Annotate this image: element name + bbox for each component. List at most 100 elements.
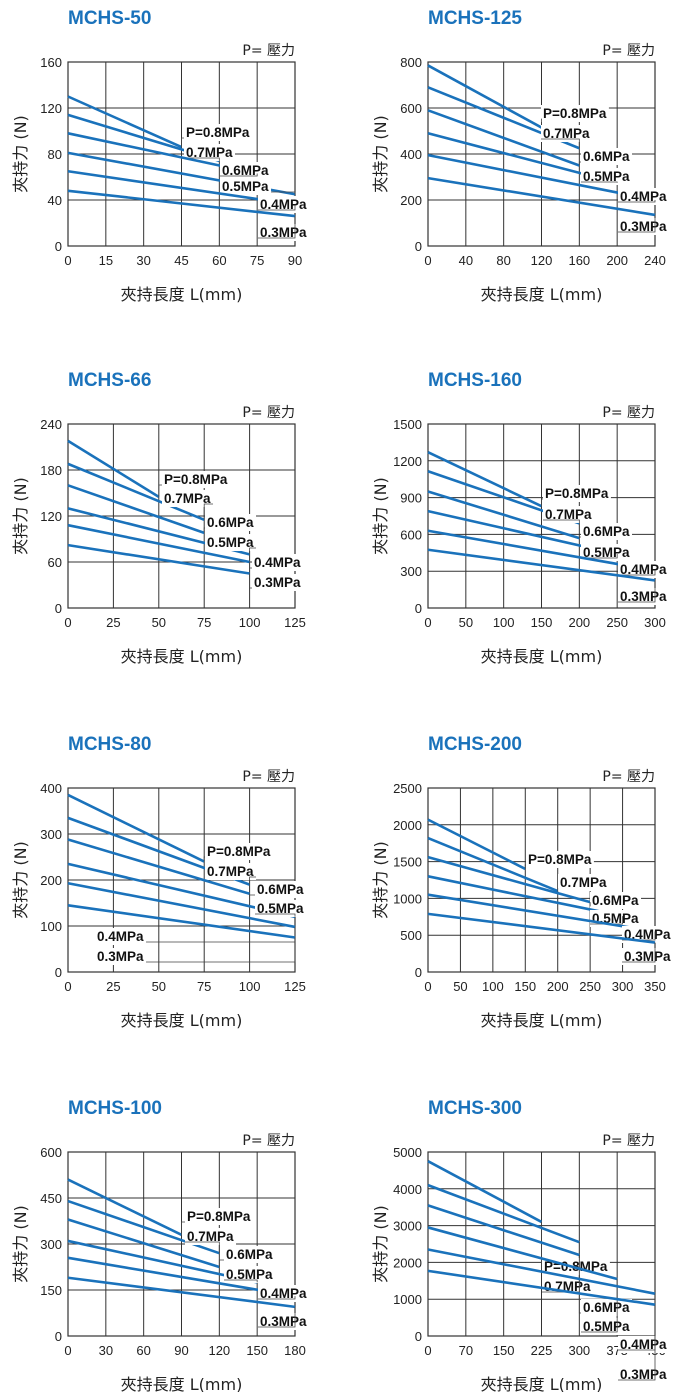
x-tick-label: 125	[284, 979, 306, 994]
series-label: 0.7MPa	[207, 864, 254, 879]
series-leader	[525, 865, 526, 869]
x-tick-label: 150	[514, 979, 536, 994]
y-tick-label: 2500	[393, 781, 422, 796]
y-tick-label: 900	[400, 491, 422, 506]
x-axis-label: 夾持長度 L(mm)	[481, 285, 603, 304]
series-label: 0.6MPa	[257, 882, 304, 897]
x-tick-label: 0	[64, 979, 71, 994]
pressure-label: P= 壓力	[602, 769, 655, 785]
series-label: 0.6MPa	[207, 515, 254, 530]
y-tick-label: 600	[400, 527, 422, 542]
x-axis-label: 夾持長度 L(mm)	[121, 285, 243, 304]
series-label: P=0.8MPa	[207, 844, 271, 859]
chart-title: MCHS-100	[68, 1098, 162, 1119]
y-tick-label: 300	[40, 827, 62, 842]
x-tick-label: 50	[152, 979, 166, 994]
y-axis-label: 夾持力 (N)	[11, 841, 30, 919]
series-label: 0.6MPa	[583, 524, 630, 539]
x-tick-label: 75	[197, 615, 211, 630]
y-tick-label: 200	[40, 873, 62, 888]
pressure-label: P= 壓力	[602, 43, 655, 59]
y-tick-label: 0	[415, 239, 422, 254]
series-line	[68, 97, 182, 148]
x-tick-label: 25	[106, 615, 120, 630]
x-tick-label: 100	[239, 615, 261, 630]
series-label: P=0.8MPa	[187, 1209, 251, 1224]
x-axis-label: 夾持長度 L(mm)	[121, 647, 243, 666]
x-tick-label: 0	[424, 253, 431, 268]
chart-title: MCHS-300	[428, 1098, 522, 1119]
x-tick-label: 50	[152, 615, 166, 630]
chart-title: MCHS-66	[68, 370, 151, 391]
y-tick-label: 1200	[393, 454, 422, 469]
x-tick-label: 0	[424, 615, 431, 630]
series-label: 0.3MPa	[97, 949, 144, 964]
series-leader	[579, 537, 581, 538]
y-axis-label: 夾持力 (N)	[11, 1205, 30, 1283]
x-tick-label: 250	[606, 615, 628, 630]
x-tick-label: 15	[99, 253, 113, 268]
x-tick-label: 0	[64, 1343, 71, 1358]
series-leader	[579, 162, 581, 166]
x-tick-label: 50	[453, 979, 467, 994]
x-tick-label: 100	[482, 979, 504, 994]
y-axis-label: 夾持力 (N)	[11, 115, 30, 193]
x-tick-label: 150	[531, 615, 553, 630]
x-tick-label: 80	[496, 253, 510, 268]
x-tick-label: 100	[239, 979, 261, 994]
x-tick-label: 250	[579, 979, 601, 994]
x-tick-label: 30	[99, 1343, 113, 1358]
x-tick-label: 30	[136, 253, 150, 268]
x-tick-label: 50	[459, 615, 473, 630]
series-label: 0.5MPa	[222, 179, 269, 194]
series-label: 0.3MPa	[254, 575, 301, 590]
x-tick-label: 300	[568, 1343, 590, 1358]
y-tick-label: 40	[48, 193, 62, 208]
series-leader	[250, 894, 255, 895]
plot-frame	[428, 788, 655, 972]
series-label: 0.6MPa	[226, 1247, 273, 1262]
series-label: P=0.8MPa	[543, 106, 607, 121]
series-leader	[182, 138, 185, 147]
series-leader	[182, 1222, 186, 1235]
pressure-label: P= 壓力	[602, 405, 655, 421]
x-axis-label: 夾持長度 L(mm)	[121, 1011, 243, 1030]
y-tick-label: 2000	[393, 818, 422, 833]
series-label: 0.6MPa	[583, 149, 630, 164]
y-axis-label: 夾持力 (N)	[11, 477, 30, 555]
x-tick-label: 90	[174, 1343, 188, 1358]
x-axis-label: 夾持長度 L(mm)	[121, 1375, 243, 1392]
y-tick-label: 160	[40, 55, 62, 70]
chart-title: MCHS-50	[68, 8, 151, 29]
x-tick-label: 120	[208, 1343, 230, 1358]
chart-title: MCHS-200	[428, 734, 522, 755]
y-tick-label: 150	[40, 1283, 62, 1298]
series-leader	[542, 499, 544, 506]
series-leader	[250, 562, 252, 568]
x-tick-label: 70	[459, 1343, 473, 1358]
y-tick-label: 0	[415, 1329, 422, 1344]
y-tick-label: 400	[400, 147, 422, 162]
y-tick-label: 0	[55, 601, 62, 616]
x-tick-label: 25	[106, 979, 120, 994]
y-tick-label: 3000	[393, 1219, 422, 1234]
series-leader	[146, 938, 295, 963]
pressure-label: P= 壓力	[242, 769, 295, 785]
x-axis-label: 夾持長度 L(mm)	[481, 1375, 603, 1392]
y-tick-label: 5000	[393, 1145, 422, 1160]
pressure-label: P= 壓力	[602, 1133, 655, 1149]
y-tick-label: 800	[400, 55, 422, 70]
x-tick-label: 0	[424, 979, 431, 994]
x-axis-label: 夾持長度 L(mm)	[481, 647, 603, 666]
y-tick-label: 240	[40, 417, 62, 432]
x-tick-label: 40	[459, 253, 473, 268]
x-tick-label: 60	[136, 1343, 150, 1358]
